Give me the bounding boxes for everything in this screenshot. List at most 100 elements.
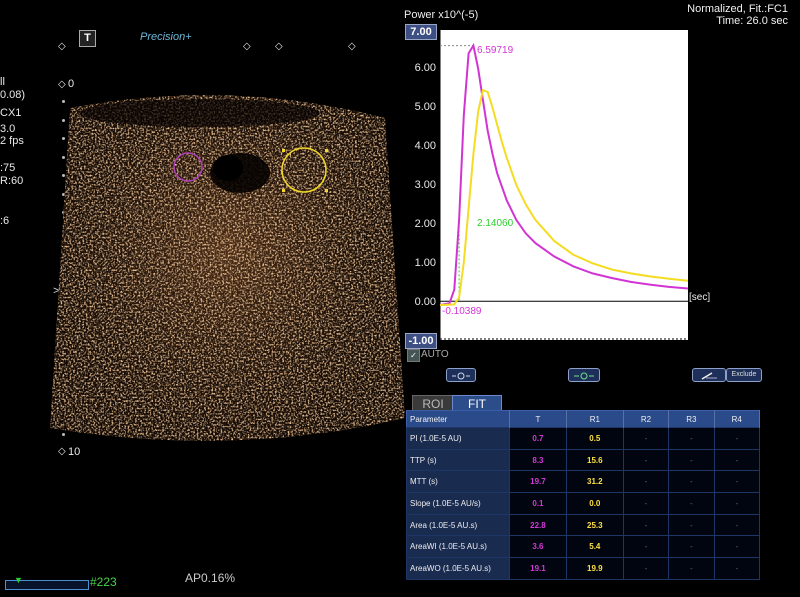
frame-slider-handle[interactable]: ▼: [14, 575, 23, 585]
table-row[interactable]: Area (1.0E-5 AU.s) 22.8 25.3- - -: [406, 513, 761, 537]
value-cell-r3: -: [668, 557, 715, 580]
parameter-name-cell: MTT (s): [406, 470, 510, 494]
value-cell-r1: 31.2: [565, 470, 624, 494]
series-line-2: [439, 88, 689, 307]
x-unit-label: [sec]: [689, 292, 711, 303]
value-cell-r3: -: [668, 492, 715, 515]
roi-select-icon: [452, 372, 470, 380]
value-cell-t: 0.7: [509, 427, 567, 450]
ymax-input[interactable]: 7.00: [405, 24, 437, 40]
value-cell-r2: -: [622, 448, 670, 472]
value-cell-r2: -: [622, 470, 670, 494]
depth-label: 0: [68, 78, 75, 90]
marker-diamond: ◇: [58, 41, 66, 52]
param-line: ll: [0, 76, 5, 88]
column-header[interactable]: R3: [668, 410, 715, 428]
value-cell-r4: -: [713, 492, 761, 515]
focus-arrow-icon[interactable]: >: [53, 285, 60, 297]
value-cell-r1: 15.6: [565, 448, 624, 472]
time-label: Time: 26.0 sec: [716, 15, 788, 27]
frame-counter: #223: [90, 575, 117, 589]
marker-diamond: ◇: [243, 41, 251, 52]
roi-select-button[interactable]: [446, 368, 476, 382]
eraser-button[interactable]: [692, 368, 726, 382]
table-row[interactable]: AreaWI (1.0E-5 AU.s) 3.6 5.4- - -: [406, 535, 761, 559]
parameter-name-cell: PI (1.0E-5 AU): [406, 427, 510, 450]
chart-header: Normalized, Fit.:FC1 Time: 26.0 sec: [687, 3, 788, 27]
value-cell-r2: -: [622, 492, 670, 515]
param-line: 3.0: [0, 123, 16, 135]
parameter-name-cell: TTP (s): [406, 448, 510, 472]
precision-label: Precision+: [140, 31, 192, 43]
value-cell-r4: -: [713, 513, 761, 537]
value-cell-t: 0.1: [509, 492, 567, 515]
text-tool-button[interactable]: T: [79, 30, 96, 47]
marker-diamond: ◇: [348, 41, 356, 52]
depth-tick: [62, 100, 65, 103]
y-axis-label: Power x10^(-5): [404, 9, 479, 21]
frame-scrollbar[interactable]: ▼: [5, 575, 89, 590]
value-cell-r1: 19.9: [565, 557, 624, 580]
auto-label: AUTO: [421, 349, 449, 360]
value-cell-r3: -: [668, 470, 715, 494]
param-line: :6: [0, 215, 10, 227]
y-tick-label: 2.00: [414, 218, 436, 230]
value-cell-r2: -: [622, 557, 670, 580]
exclude-button[interactable]: Exclude: [726, 368, 762, 382]
param-line: 0.08): [0, 89, 26, 101]
column-header[interactable]: R1: [566, 410, 624, 428]
y-tick-label: 3.00: [414, 179, 436, 191]
value-cell-t: 19.7: [509, 470, 567, 494]
param-line: CX1: [0, 107, 22, 119]
value-cell-r2: -: [622, 535, 670, 559]
depth-tick: [62, 155, 65, 159]
ymin-input[interactable]: -1.00: [405, 333, 437, 349]
depth-marker-icon: ◇: [58, 79, 66, 90]
param-line: :75: [0, 162, 16, 174]
table-row[interactable]: MTT (s) 19.7 31.2- - -: [406, 470, 761, 494]
value-cell-r1: 5.4: [565, 535, 624, 559]
depth-tick: [62, 174, 65, 177]
column-header[interactable]: R4: [714, 410, 761, 428]
roi-circle-yellow[interactable]: [281, 147, 327, 193]
tab-fit[interactable]: FIT: [452, 395, 502, 412]
table-row[interactable]: AreaWO (1.0E-5 AU.s) 19.1 19.9- - -: [406, 557, 761, 580]
column-header[interactable]: T: [509, 410, 567, 428]
fit-select-button[interactable]: [568, 368, 600, 382]
column-header[interactable]: R2: [623, 410, 670, 428]
value-cell-r1: 0.0: [565, 492, 624, 515]
marker-diamond: ◇: [275, 41, 283, 52]
ap-label: AP0.16%: [185, 571, 236, 585]
value-cell-r3: -: [668, 535, 715, 559]
value-cell-t: 8.3: [509, 448, 567, 472]
depth-tick: [62, 137, 65, 140]
fit-select-icon: [574, 372, 594, 380]
peak-value-label: 6.59719: [477, 45, 514, 56]
value-cell-t: 19.1: [509, 557, 567, 580]
parameter-name-cell: AreaWO (1.0E-5 AU.s): [406, 557, 510, 580]
eraser-icon: [701, 372, 717, 380]
column-header[interactable]: Parameter: [406, 410, 510, 428]
ultrasound-pane: T Precision+ ll 0.08) CX1 3.0 2 fps :75 …: [0, 30, 405, 590]
table-row[interactable]: PI (1.0E-5 AU) 0.7 0.5- - -: [406, 427, 761, 450]
value-cell-t: 22.8: [509, 513, 567, 537]
roi-circle-magenta[interactable]: [173, 152, 203, 182]
tic-chart[interactable]: [400, 0, 800, 370]
value-cell-r4: -: [713, 557, 761, 580]
parameter-name-cell: Slope (1.0E-5 AU/s): [406, 492, 510, 515]
parameter-name-cell: Area (1.0E-5 AU.s): [406, 513, 510, 537]
param-line: R:60: [0, 175, 24, 187]
fit-results-table: Parameter T R1 R2 R3 R4 PI (1.0E-5 AU) 0.…: [406, 410, 761, 580]
value-cell-r1: 0.5: [565, 427, 624, 450]
mid-value-label: 2.14060: [477, 218, 514, 229]
auto-checkbox[interactable]: ✓: [407, 349, 420, 362]
depth-tick: [62, 192, 65, 196]
ultrasound-image[interactable]: [50, 88, 405, 448]
fit-mode-label: Normalized, Fit.:FC1: [687, 3, 788, 15]
table-row[interactable]: Slope (1.0E-5 AU/s) 0.1 0.0- - -: [406, 492, 761, 515]
y-tick-label: 6.00: [414, 62, 436, 74]
depth-label: 10: [68, 446, 81, 458]
table-row[interactable]: TTP (s) 8.3 15.6- - -: [406, 448, 761, 472]
value-cell-r4: -: [713, 448, 761, 472]
depth-tick: [62, 118, 65, 122]
